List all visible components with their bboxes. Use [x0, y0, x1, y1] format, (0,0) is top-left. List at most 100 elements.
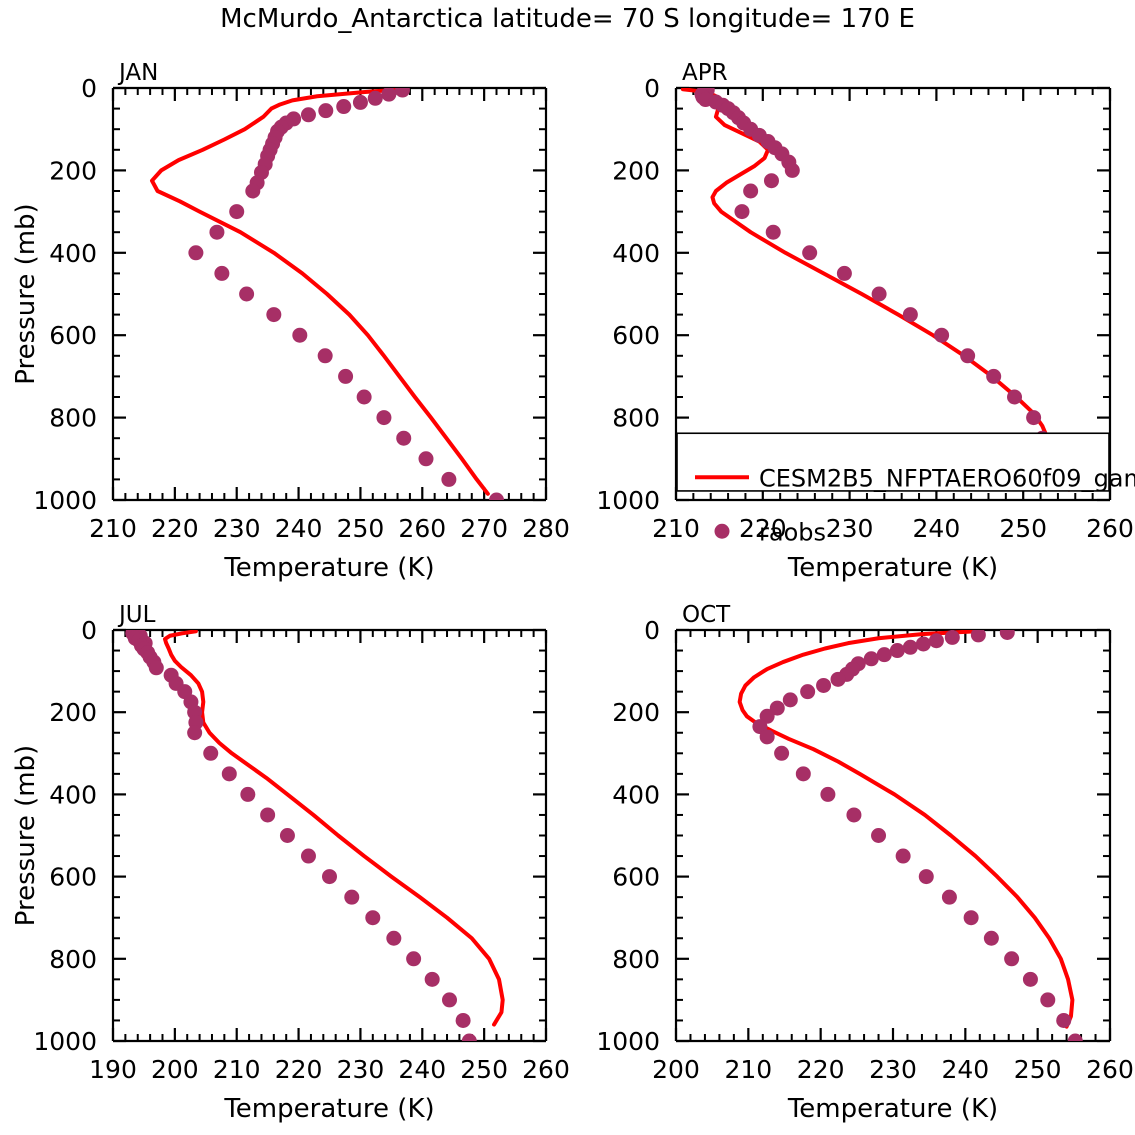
- obs-data-point: [970, 630, 986, 643]
- obs-data-point: [221, 766, 237, 782]
- obs-data-point: [863, 651, 879, 667]
- x-tick-label: 210: [89, 514, 137, 543]
- obs-data-point: [1056, 1012, 1072, 1028]
- y-tick-label: 400: [612, 780, 660, 809]
- obs-data-point: [338, 368, 354, 384]
- x-tick-label: 190: [89, 1055, 137, 1084]
- obs-data-point: [871, 286, 887, 302]
- y-tick-label: 200: [49, 156, 97, 185]
- x-tick-label: 250: [999, 514, 1047, 543]
- obs-data-point: [782, 692, 798, 708]
- x-tick-label: 200: [151, 1055, 199, 1084]
- x-tick-label: 210: [213, 1055, 261, 1084]
- y-tick-label: 800: [49, 945, 97, 974]
- y-tick-label: 1000: [596, 1027, 660, 1056]
- obs-data-point: [830, 671, 846, 687]
- axis-frame: [674, 86, 1112, 502]
- x-axis-label: Temperature (K): [223, 1094, 434, 1124]
- obs-data-point: [1004, 951, 1020, 967]
- x-tick-label: 210: [652, 514, 700, 543]
- y-tick-label: 600: [49, 863, 97, 892]
- x-tick-label: 240: [913, 514, 961, 543]
- obs-data-point: [743, 183, 759, 199]
- y-tick-label: 0: [81, 74, 97, 103]
- legend-obs-label: raobs: [759, 518, 826, 546]
- obs-data-point: [918, 869, 934, 885]
- x-tick-label: 230: [213, 514, 261, 543]
- obs-data-point: [960, 348, 976, 364]
- x-tick-label: 250: [337, 514, 385, 543]
- obs-data-point: [406, 951, 422, 967]
- obs-data-point: [963, 910, 979, 926]
- legend-model-label: CESM2B5_NFPTAERO60f09_gamr: [759, 464, 1135, 492]
- obs-data-point: [759, 729, 775, 745]
- y-tick-label: 800: [49, 404, 97, 433]
- obs-data-point: [300, 107, 316, 123]
- obs-data-point: [820, 786, 836, 802]
- x-tick-label: 230: [869, 1055, 917, 1084]
- x-tick-label: 220: [739, 514, 787, 543]
- panel-jan: 210 220 230 240 250 260 270 280 0 200 400 600 800 100…: [11, 60, 570, 583]
- obs-data-point: [489, 492, 505, 500]
- obs-data-point: [765, 224, 781, 240]
- obs-data-point: [876, 647, 892, 663]
- obs-data-point: [209, 224, 225, 240]
- obs-data-point: [318, 103, 334, 119]
- obs-data-point: [300, 848, 316, 864]
- obs-data-point: [455, 1012, 471, 1028]
- obs-data-point: [895, 848, 911, 864]
- obs-data-point: [187, 725, 203, 741]
- x-tick-label: 250: [1014, 1055, 1062, 1084]
- axis-frame: [111, 86, 548, 502]
- obs-data-point: [344, 889, 360, 905]
- x-tick-label: 240: [398, 1055, 446, 1084]
- y-tick-label: 1000: [33, 1027, 97, 1056]
- y-tick-label: 0: [81, 616, 97, 645]
- panel-oct: 200 210 220 230 240 250 260 0 200 400 600 800 1000 OC…: [596, 602, 1133, 1124]
- obs-data-point: [1007, 389, 1023, 405]
- obs-data-point: [376, 410, 392, 426]
- y-tick-label: 600: [612, 321, 660, 350]
- x-tick-label: 230: [337, 1055, 385, 1084]
- data-layer: [125, 630, 505, 1041]
- y-axis-label: Pressure (mb): [11, 745, 41, 926]
- obs-data-point: [279, 828, 295, 843]
- obs-data-point: [774, 745, 790, 761]
- y-tick-label: 400: [612, 239, 660, 268]
- obs-data-point: [1026, 410, 1042, 426]
- obs-data-point: [266, 307, 282, 323]
- obs-data-point: [871, 828, 887, 843]
- figure-title: McMurdo_Antarctica latitude= 70 S longit…: [220, 4, 915, 34]
- obs-data-point: [367, 90, 383, 106]
- x-tick-label: 230: [826, 514, 874, 543]
- obs-data-point: [381, 88, 397, 102]
- y-tick-label: 400: [49, 239, 97, 268]
- x-tick-label: 250: [460, 1055, 508, 1084]
- x-tick-label: 260: [1086, 1055, 1134, 1084]
- y-tick-label: 400: [49, 780, 97, 809]
- obs-data-point: [1022, 971, 1038, 987]
- y-tick-label: 200: [612, 156, 660, 185]
- x-tick-label: 280: [522, 514, 570, 543]
- obs-data-point: [352, 94, 368, 110]
- x-tick-label: 260: [522, 1055, 570, 1084]
- panel-jul: 190 200 210 220 230 240 250 260 0 200 400 600 800 100…: [11, 602, 570, 1124]
- panel-label-apr: APR: [682, 60, 728, 86]
- legend-obs-swatch: [714, 523, 730, 539]
- obs-data-point: [836, 265, 852, 281]
- obs-data-point: [986, 368, 1002, 384]
- obs-data-point: [999, 630, 1015, 640]
- obs-data-point: [336, 99, 352, 115]
- obs-data-point: [292, 327, 308, 343]
- model-profile-line: [162, 630, 505, 1027]
- x-axis-label: Temperature (K): [223, 553, 434, 583]
- y-tick-label: 800: [612, 404, 660, 433]
- y-tick-label: 600: [612, 863, 660, 892]
- y-tick-label: 200: [612, 698, 660, 727]
- obs-data-point: [734, 204, 750, 220]
- obs-data-point: [188, 245, 204, 261]
- obs-data-point: [394, 88, 410, 98]
- x-tick-label: 220: [151, 514, 199, 543]
